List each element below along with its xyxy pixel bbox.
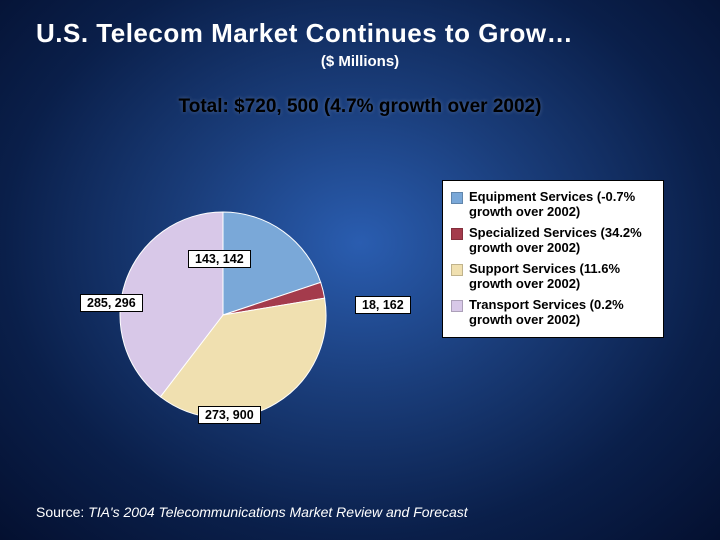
legend-text-0: Equipment Services (-0.7% growth over 20… [469, 190, 655, 220]
source-title: TIA's 2004 Telecommunications Market Rev… [88, 504, 468, 520]
legend-swatch-2 [451, 264, 463, 276]
total-line: Total: $720, 500 (4.7% growth over 2002) [0, 96, 720, 118]
source-citation: Source: TIA's 2004 Telecommunications Ma… [36, 504, 468, 520]
legend-item-2: Support Services (11.6% growth over 2002… [449, 259, 657, 295]
pie-data-label-3: 285, 296 [80, 294, 143, 312]
legend-text-3: Transport Services (0.2% growth over 200… [469, 298, 655, 328]
legend-swatch-1 [451, 228, 463, 240]
legend-item-3: Transport Services (0.2% growth over 200… [449, 295, 657, 331]
source-prefix: Source: [36, 504, 88, 520]
legend-swatch-3 [451, 300, 463, 312]
pie-data-label-2: 273, 900 [198, 406, 261, 424]
pie-data-label-1: 18, 162 [355, 296, 411, 314]
page-title: U.S. Telecom Market Continues to Grow… [0, 0, 720, 51]
legend-item-0: Equipment Services (-0.7% growth over 20… [449, 187, 657, 223]
legend-item-1: Specialized Services (34.2% growth over … [449, 223, 657, 259]
legend-swatch-0 [451, 192, 463, 204]
pie-data-label-0: 143, 142 [188, 250, 251, 268]
pie-chart [118, 210, 328, 420]
subtitle: ($ Millions) [0, 53, 720, 70]
chart-area: 143, 142 18, 162 273, 900 285, 296 Equipmen… [0, 170, 720, 470]
legend: Equipment Services (-0.7% growth over 20… [442, 180, 664, 338]
legend-text-1: Specialized Services (34.2% growth over … [469, 226, 655, 256]
legend-text-2: Support Services (11.6% growth over 2002… [469, 262, 655, 292]
